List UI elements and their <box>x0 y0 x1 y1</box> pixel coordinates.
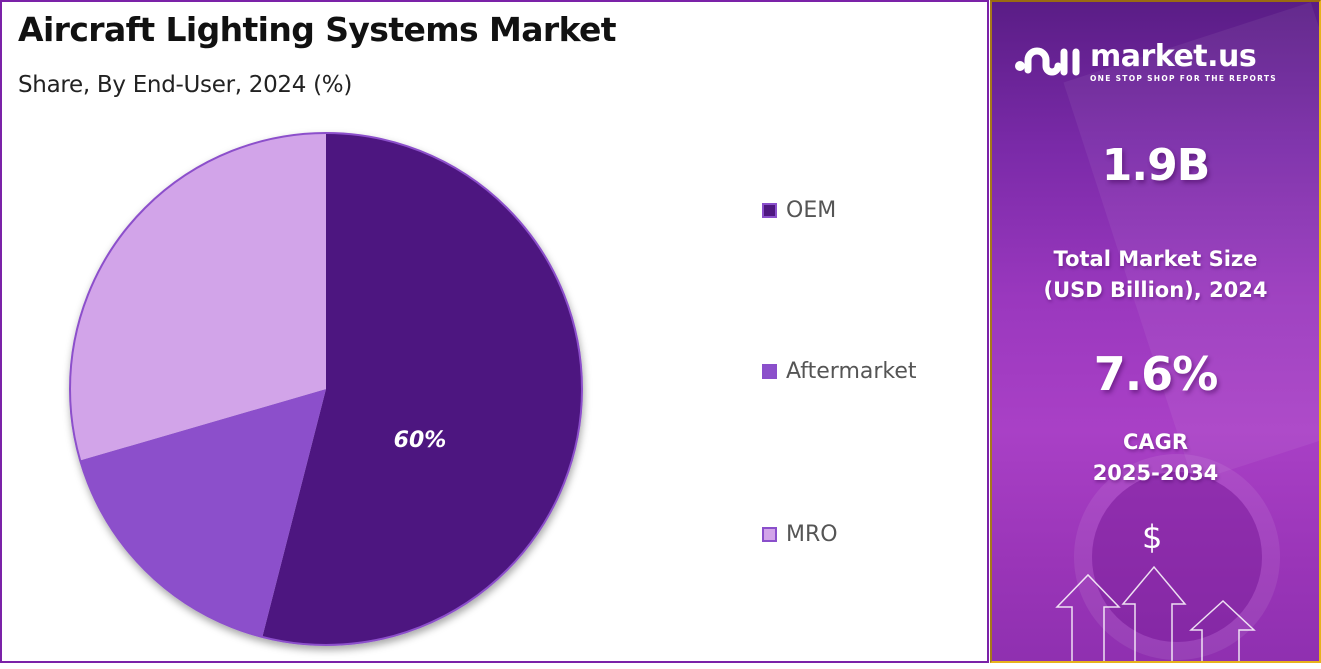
legend-swatch-mro <box>762 527 777 542</box>
summary-sidebar: market.us ONE STOP SHOP FOR THE REPORTS … <box>990 0 1321 663</box>
legend-item-oem[interactable]: OEM <box>762 198 836 223</box>
cagr-caption-line2: 2025-2034 <box>1092 461 1219 485</box>
pie-outline <box>69 132 583 646</box>
cagr-value: 7.6% <box>1093 347 1219 401</box>
market-size-caption: Total Market Size (USD Billion), 2024 <box>992 244 1319 306</box>
legend-swatch-oem <box>762 203 777 218</box>
legend-label: Aftermarket <box>786 359 917 384</box>
legend-item-mro[interactable]: MRO <box>762 522 838 547</box>
brand-logo[interactable]: market.us ONE STOP SHOP FOR THE REPORTS <box>1014 40 1277 84</box>
oem-slice-label: 60% <box>394 428 447 453</box>
legend-item-aftermarket[interactable]: Aftermarket <box>762 359 917 384</box>
legend-label: MRO <box>786 522 838 547</box>
legend-swatch-aftermarket <box>762 364 777 379</box>
chart-subtitle: Share, By End-User, 2024 (%) <box>18 72 352 98</box>
market-size-caption-line2: (USD Billion), 2024 <box>1043 278 1268 302</box>
pie-slice-mro[interactable] <box>69 133 326 461</box>
background-coin-decoration <box>1092 472 1262 642</box>
chart-title: Aircraft Lighting Systems Market <box>18 10 617 49</box>
pie-slice-oem[interactable] <box>262 133 583 645</box>
growth-arrows-icon <box>1055 565 1256 661</box>
cagr-caption: CAGR 2025-2034 <box>992 427 1319 489</box>
brand-tagline: ONE STOP SHOP FOR THE REPORTS <box>1090 73 1277 83</box>
pie-slice-aftermarket[interactable] <box>80 389 326 637</box>
brand-name: market.us <box>1090 38 1257 74</box>
chart-panel: Aircraft Lighting Systems Market Share, … <box>0 0 989 663</box>
dollar-icon: $ <box>1142 518 1163 556</box>
market-size-value: 1.9B <box>1101 140 1210 191</box>
cagr-caption-line1: CAGR <box>1122 430 1189 454</box>
market-size-caption-line1: Total Market Size <box>1053 247 1258 271</box>
legend-label: OEM <box>786 198 837 223</box>
market-us-logo-icon <box>1015 47 1080 76</box>
pie-chart: 60% <box>60 124 600 664</box>
